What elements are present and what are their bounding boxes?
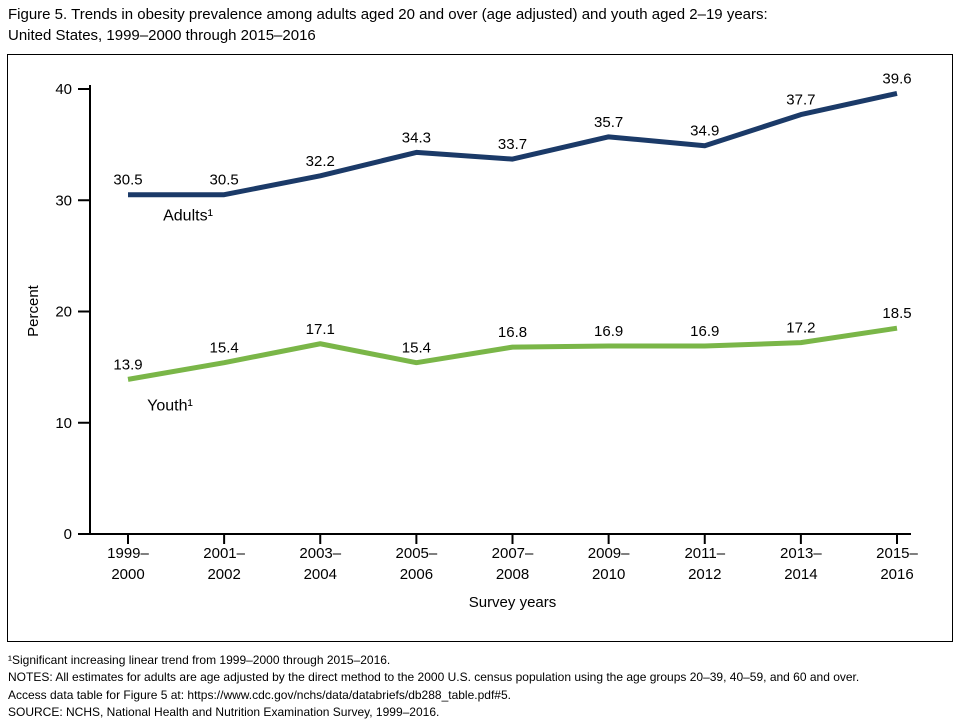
x-tick-label: 1999–: [107, 545, 149, 562]
youth-data-label: 16.8: [498, 324, 527, 341]
youth-series-label: Youth¹: [147, 397, 193, 414]
youth-data-label: 17.1: [306, 321, 335, 338]
figure-footnotes: ¹Significant increasing linear trend fro…: [8, 652, 952, 720]
y-tick-label: 30: [55, 192, 72, 209]
footnote-line: SOURCE: NCHS, National Health and Nutrit…: [8, 705, 440, 720]
youth-data-label: 18.5: [882, 305, 911, 322]
adults-data-label: 34.3: [402, 129, 431, 146]
x-tick-label: 2006: [400, 566, 433, 583]
x-tick-label: 2001–: [203, 545, 245, 562]
adults-data-label: 33.7: [498, 136, 527, 153]
footnote-line: NOTES: All estimates for adults are age …: [8, 670, 860, 685]
adults-data-label: 30.5: [113, 172, 142, 189]
x-tick-label: 2004: [304, 566, 337, 583]
adults-data-label: 35.7: [594, 114, 623, 131]
youth-data-label: 16.9: [594, 323, 623, 340]
y-tick-label: 0: [64, 526, 72, 543]
y-tick-label: 10: [55, 415, 72, 432]
youth-data-label: 17.2: [786, 320, 815, 337]
youth-data-label: 15.4: [210, 340, 239, 357]
youth-data-label: 15.4: [402, 340, 431, 357]
adults-series-label: Adults¹: [163, 208, 213, 225]
x-tick-label: 2008: [496, 566, 529, 583]
footnote-line: Access data table for Figure 5 at: https…: [8, 687, 511, 702]
x-tick-label: 2014: [784, 566, 817, 583]
x-tick-label: 2012: [688, 566, 721, 583]
y-tick-label: 20: [55, 304, 72, 321]
x-tick-label: 2010: [592, 566, 625, 583]
chart-svg: 0 10 20 30 40 1999– 2000 2001– 2002 2003– 2004 2005…: [25, 70, 919, 611]
youth-data-label: 13.9: [113, 356, 142, 373]
x-tick-label: 2000: [111, 566, 144, 583]
x-tick-label: 2011–: [684, 545, 725, 562]
x-tick-label: 2013–: [780, 545, 822, 562]
y-tick-label: 40: [55, 81, 72, 98]
x-tick-label: 2002: [207, 566, 240, 583]
chart-box: 0 10 20 30 40 1999– 2000 2001– 2002 2003– 2004 2005…: [7, 54, 953, 642]
adults-data-label: 37.7: [786, 92, 815, 109]
x-tick-label: 2009–: [588, 545, 630, 562]
adults-data-label: 39.6: [882, 70, 911, 87]
adults-data-label: 30.5: [210, 172, 239, 189]
figure-title: Figure 5. Trends in obesity prevalence a…: [8, 6, 768, 44]
x-tick-label: 2003–: [299, 545, 341, 562]
x-tick-label: 2007–: [492, 545, 534, 562]
adults-line: [128, 91, 898, 198]
x-tick-label: 2016: [880, 566, 913, 583]
adults-data-label: 32.2: [306, 153, 335, 170]
footnote-line: ¹Significant increasing linear trend fro…: [8, 653, 391, 667]
youth-data-label: 16.9: [690, 323, 719, 340]
adults-data-label: 34.9: [690, 123, 719, 140]
x-axis-title: Survey years: [469, 594, 557, 611]
x-tick-label: 2015–: [876, 545, 918, 562]
x-tick-label: 2005–: [396, 545, 438, 562]
y-axis-title: Percent: [25, 284, 42, 337]
youth-line: [127, 325, 898, 382]
